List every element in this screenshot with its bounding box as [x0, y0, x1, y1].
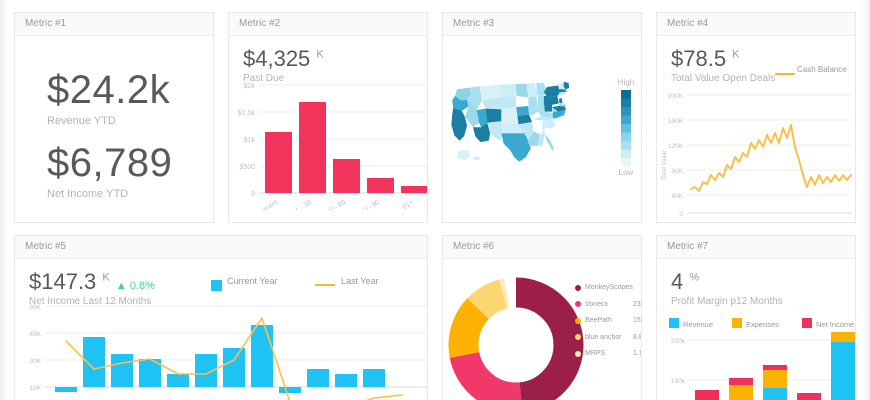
- svg-text:High: High: [618, 78, 634, 87]
- svg-text:200K: 200K: [668, 93, 684, 100]
- svg-text:0: 0: [679, 211, 683, 218]
- svg-text:45K: 45K: [29, 331, 41, 338]
- svg-text:60K: 60K: [29, 304, 41, 311]
- svg-text:150k: 150k: [671, 378, 686, 385]
- svg-text:Low: Low: [619, 168, 634, 176]
- svg-text:Feb: Feb: [776, 221, 788, 223]
- svg-text:1 - 30: 1 - 30: [294, 199, 313, 210]
- svg-text:Nov: Nov: [707, 222, 719, 223]
- svg-text:Deal Value: Deal Value: [662, 150, 668, 180]
- svg-text:Current: Current: [256, 199, 279, 210]
- svg-text:$500: $500: [239, 164, 255, 171]
- svg-text:Net Income: Net Income: [816, 320, 854, 329]
- svg-text:0: 0: [251, 191, 255, 198]
- svg-text:$1.5k: $1.5k: [238, 110, 256, 117]
- svg-text:91+: 91+: [401, 199, 415, 210]
- svg-text:61- 90: 61- 90: [361, 199, 381, 210]
- svg-text:160K: 160K: [668, 118, 684, 125]
- svg-text:200k: 200k: [671, 338, 686, 345]
- svg-text:$1k: $1k: [244, 137, 256, 144]
- svg-text:80K: 80K: [671, 168, 683, 175]
- svg-text:31- 60: 31- 60: [327, 199, 347, 210]
- svg-text:120K: 120K: [668, 143, 684, 150]
- svg-text:Revenue: Revenue: [683, 320, 713, 329]
- svg-text:Dec: Dec: [730, 222, 742, 223]
- svg-text:40K: 40K: [671, 193, 683, 200]
- svg-text:Expenses: Expenses: [746, 320, 779, 329]
- svg-text:Mar: Mar: [799, 222, 811, 223]
- svg-text:Oct: Oct: [685, 222, 696, 223]
- svg-text:Apr: Apr: [823, 222, 834, 223]
- svg-text:Jan: Jan: [754, 222, 765, 223]
- svg-text:30K: 30K: [29, 358, 41, 365]
- svg-text:$2k: $2k: [244, 83, 256, 90]
- svg-text:15K: 15K: [29, 385, 41, 392]
